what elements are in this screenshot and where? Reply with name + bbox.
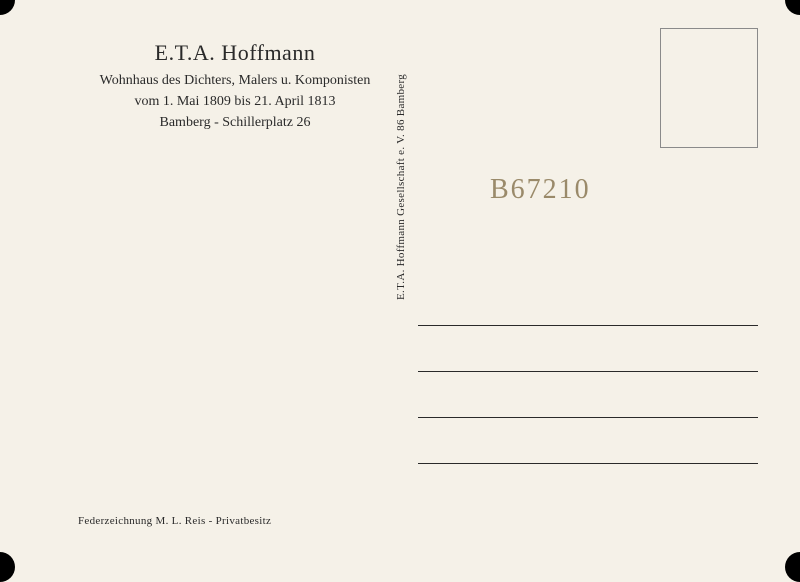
corner-cut xyxy=(785,552,800,582)
postcard-subtitle-3: Bamberg - Schillerplatz 26 xyxy=(70,112,400,133)
address-area xyxy=(418,280,758,464)
postcard-subtitle-2: vom 1. Mai 1809 bis 21. April 1813 xyxy=(70,91,400,112)
publisher-text: E.T.A. Hoffmann Gesellschaft e. V. 86 Ba… xyxy=(395,74,407,300)
postcard-back: E.T.A. Hoffmann Wohnhaus des Dichters, M… xyxy=(0,0,800,567)
corner-cut xyxy=(0,552,15,582)
corner-cut xyxy=(0,0,15,15)
address-line xyxy=(418,326,758,372)
stamp-placeholder xyxy=(660,28,758,148)
corner-cut xyxy=(785,0,800,15)
header-block: E.T.A. Hoffmann Wohnhaus des Dichters, M… xyxy=(70,40,400,133)
address-line xyxy=(418,418,758,464)
credit-line: Federzeichnung M. L. Reis - Privatbesitz xyxy=(78,515,271,527)
address-line xyxy=(418,372,758,418)
postcard-subtitle-1: Wohnhaus des Dichters, Malers u. Komponi… xyxy=(70,70,400,91)
handwritten-reference: B67210 xyxy=(490,174,591,206)
postcard-title: E.T.A. Hoffmann xyxy=(70,40,400,66)
address-line xyxy=(418,280,758,326)
